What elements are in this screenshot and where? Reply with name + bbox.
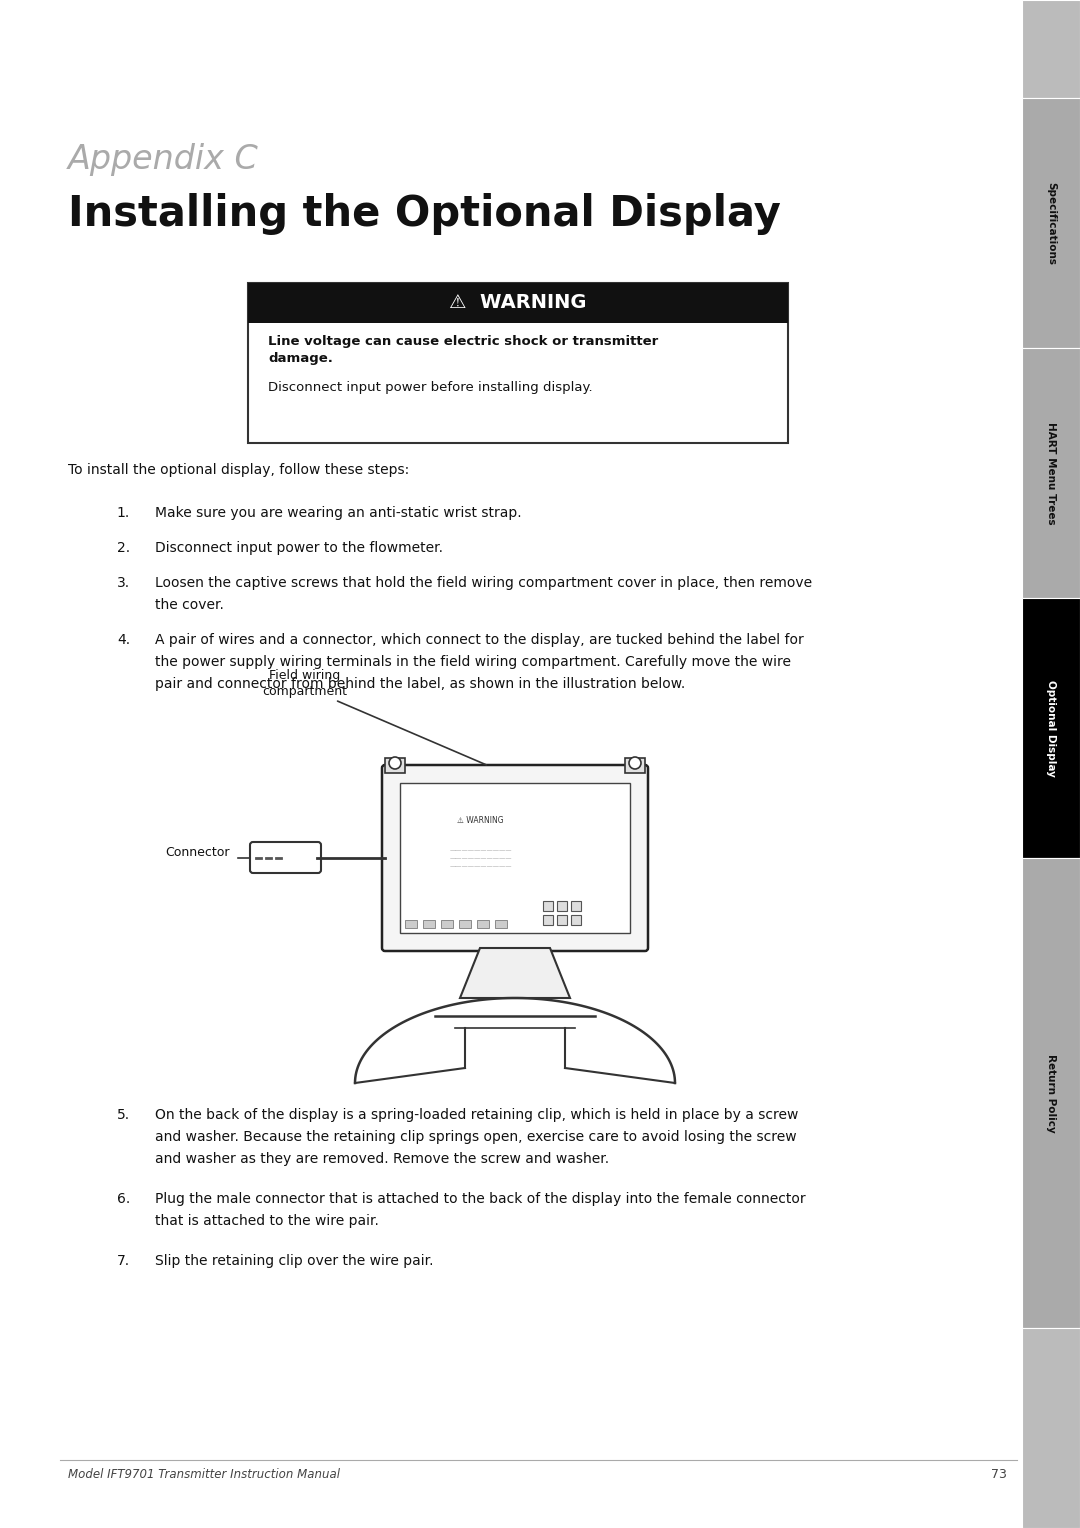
- Bar: [405, 920, 417, 927]
- Bar: [441, 920, 453, 927]
- Text: and washer. Because the retaining clip springs open, exercise care to avoid losi: and washer. Because the retaining clip s…: [156, 1131, 797, 1144]
- Text: 1.: 1.: [117, 506, 130, 520]
- Text: 2.: 2.: [117, 541, 130, 555]
- Text: On the back of the display is a spring-loaded retaining clip, which is held in p: On the back of the display is a spring-l…: [156, 1108, 798, 1122]
- Circle shape: [629, 756, 642, 769]
- Bar: [248, 283, 788, 322]
- Text: 3.: 3.: [117, 576, 130, 590]
- Text: 4.: 4.: [117, 633, 130, 646]
- Text: Return Policy: Return Policy: [1047, 1054, 1056, 1132]
- Bar: [542, 915, 553, 924]
- Text: A pair of wires and a connector, which connect to the display, are tucked behind: A pair of wires and a connector, which c…: [156, 633, 804, 646]
- Bar: [400, 782, 630, 934]
- Bar: [477, 920, 489, 927]
- Text: 6.: 6.: [117, 1192, 130, 1206]
- Bar: [384, 758, 405, 773]
- Text: ——————————: ——————————: [449, 848, 512, 853]
- Bar: [1022, 859, 1080, 1328]
- Text: Loosen the captive screws that hold the field wiring compartment cover in place,: Loosen the captive screws that hold the …: [156, 576, 812, 590]
- Text: ——————————: ——————————: [449, 856, 512, 860]
- Text: the cover.: the cover.: [156, 597, 224, 613]
- Bar: [570, 902, 581, 911]
- Text: ⚠ WARNING: ⚠ WARNING: [457, 816, 503, 825]
- Bar: [1022, 98, 1080, 348]
- Bar: [1022, 348, 1080, 597]
- Text: Line voltage can cause electric shock or transmitter
damage.: Line voltage can cause electric shock or…: [268, 335, 658, 365]
- Text: Make sure you are wearing an anti-static wrist strap.: Make sure you are wearing an anti-static…: [156, 506, 522, 520]
- Bar: [1022, 597, 1080, 859]
- Text: Specifications: Specifications: [1047, 182, 1056, 264]
- Text: Model IFT9701 Transmitter Instruction Manual: Model IFT9701 Transmitter Instruction Ma…: [68, 1468, 340, 1481]
- Text: HART Menu Trees: HART Menu Trees: [1047, 422, 1056, 524]
- Text: Plug the male connector that is attached to the back of the display into the fem: Plug the male connector that is attached…: [156, 1192, 806, 1206]
- Text: Disconnect input power to the flowmeter.: Disconnect input power to the flowmeter.: [156, 541, 443, 555]
- Bar: [1022, 1328, 1080, 1528]
- Bar: [459, 920, 471, 927]
- Text: the power supply wiring terminals in the field wiring compartment. Carefully mov: the power supply wiring terminals in the…: [156, 656, 791, 669]
- Text: that is attached to the wire pair.: that is attached to the wire pair.: [156, 1215, 379, 1229]
- Bar: [625, 758, 645, 773]
- Bar: [556, 902, 567, 911]
- Text: Installing the Optional Display: Installing the Optional Display: [68, 193, 781, 235]
- Text: Connector: Connector: [165, 847, 230, 859]
- Bar: [570, 915, 581, 924]
- Text: Appendix C: Appendix C: [68, 144, 259, 176]
- Circle shape: [389, 756, 401, 769]
- Bar: [1022, 0, 1080, 98]
- Bar: [248, 283, 788, 443]
- Text: 5.: 5.: [117, 1108, 130, 1122]
- Text: Slip the retaining clip over the wire pair.: Slip the retaining clip over the wire pa…: [156, 1254, 433, 1268]
- Text: ——————————: ——————————: [449, 863, 512, 869]
- Text: pair and connector from behind the label, as shown in the illustration below.: pair and connector from behind the label…: [156, 677, 685, 691]
- Text: To install the optional display, follow these steps:: To install the optional display, follow …: [68, 463, 409, 477]
- Text: Optional Display: Optional Display: [1047, 680, 1056, 776]
- Text: Disconnect input power before installing display.: Disconnect input power before installing…: [268, 380, 593, 394]
- Bar: [423, 920, 435, 927]
- FancyBboxPatch shape: [249, 842, 321, 872]
- Text: Field wiring
compartment: Field wiring compartment: [262, 669, 348, 698]
- FancyBboxPatch shape: [382, 766, 648, 950]
- Polygon shape: [460, 947, 570, 998]
- Bar: [556, 915, 567, 924]
- Bar: [495, 920, 507, 927]
- Bar: [542, 902, 553, 911]
- Text: 73: 73: [991, 1468, 1007, 1481]
- Text: and washer as they are removed. Remove the screw and washer.: and washer as they are removed. Remove t…: [156, 1152, 609, 1166]
- Text: ⚠  WARNING: ⚠ WARNING: [449, 293, 586, 313]
- Text: 7.: 7.: [117, 1254, 130, 1268]
